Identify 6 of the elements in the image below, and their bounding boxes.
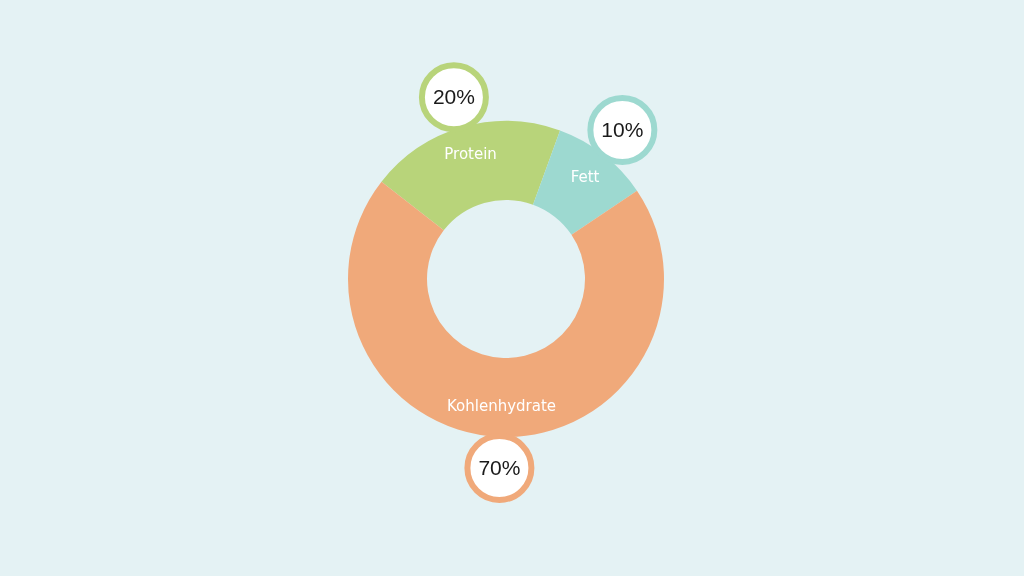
slice-label: Kohlenhydrate <box>446 397 557 416</box>
data-label: 70% <box>478 455 521 479</box>
slice-label: Protein <box>444 145 497 164</box>
data-label: 20% <box>432 85 475 109</box>
data-label: 10% <box>601 117 644 141</box>
slice-label: Fett <box>570 167 600 186</box>
